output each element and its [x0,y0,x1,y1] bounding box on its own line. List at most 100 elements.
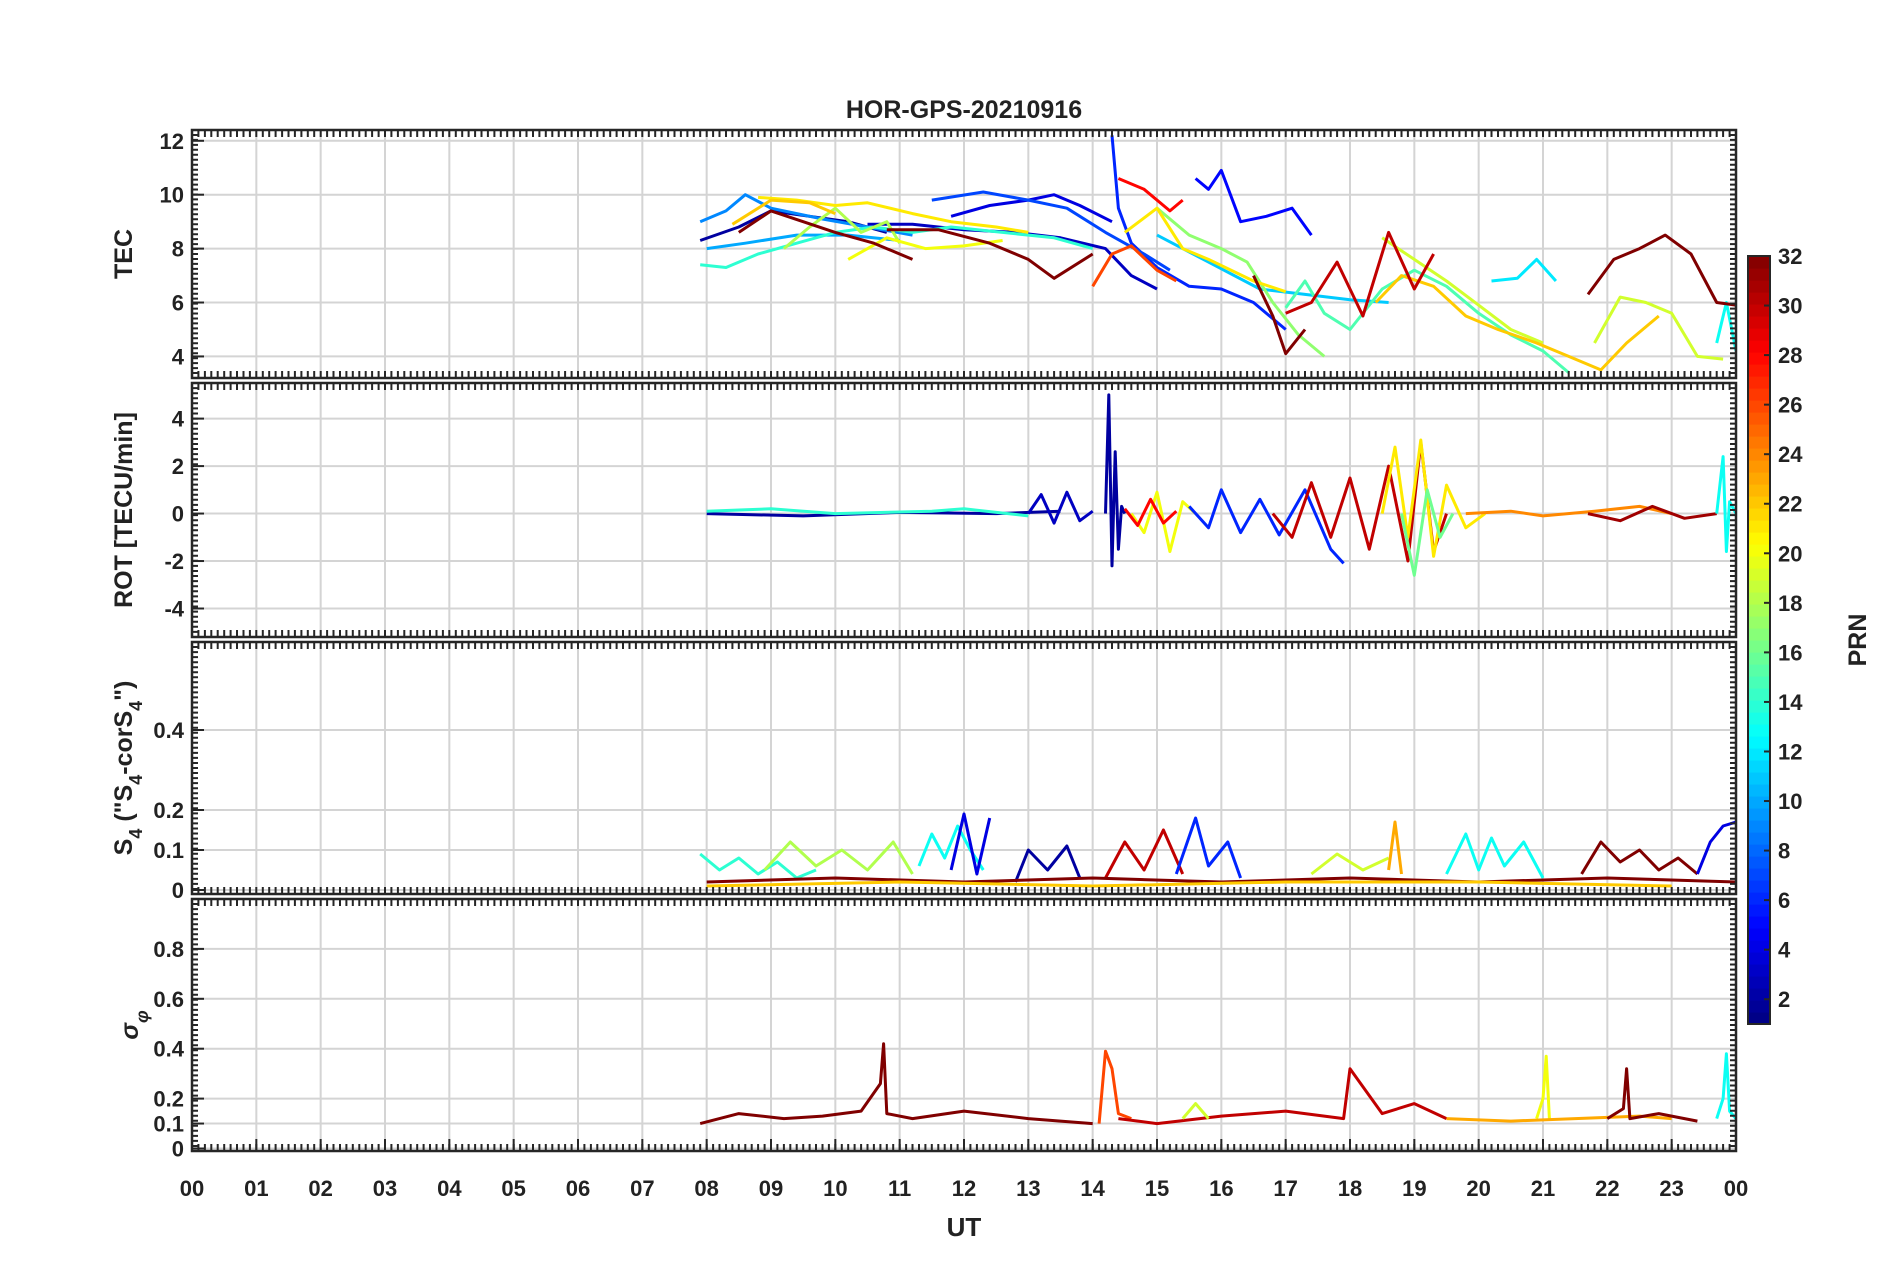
series-line-prn-19 [1181,1102,1210,1120]
x-tick-label: 21 [1531,1176,1555,1201]
colorbar-segment [1748,592,1770,605]
x-tick-label: 16 [1209,1176,1233,1201]
colorbar-segment [1748,436,1770,449]
y-tick-label: 0.6 [153,987,184,1012]
panel-2: -4 -2 0 2 4 ROT [TECU/min] [110,381,1738,639]
series-line-prn-16 [1400,488,1455,577]
series-line-prn-22 [731,198,836,226]
colorbar-segment [1748,676,1770,689]
y-tick-label: 0.2 [153,1087,184,1112]
colorbar-segment [1748,772,1770,785]
x-tick-label: 08 [694,1176,718,1201]
series-line-prn-32 [1580,840,1699,876]
series-line-prn-10 [706,233,900,251]
y-tick-label: 0 [172,878,184,903]
series-line-prn-7 [931,190,1171,272]
colorbar-tick-label: 14 [1778,690,1803,715]
colorbar-segment [1748,520,1770,533]
colorbar-tick-label: 6 [1778,888,1790,913]
series-line-prn-32 [1606,1067,1698,1123]
x-tick-label: 10 [823,1176,847,1201]
colorbar-tick-label: 24 [1778,442,1803,467]
y-axis-label: σφ [116,1010,152,1040]
series-line-prn-28 [1123,497,1178,527]
x-tick-label: 00 [180,1176,204,1201]
series-line-prn-18 [763,840,914,875]
series-line-prn-32 [1252,274,1307,356]
colorbar-tick-label: 10 [1778,789,1802,814]
colorbar-segment [1748,760,1770,773]
series-line-prn-4 [950,193,1113,224]
y-tick-label: -2 [164,549,184,574]
colorbar-tick-label: 8 [1778,839,1790,864]
x-tick-label: 15 [1145,1176,1169,1201]
series-line-prn-13 [1445,832,1545,879]
colorbar-segment [1748,424,1770,437]
x-tick-label: 17 [1273,1176,1297,1201]
series-line-prn-18 [782,206,901,250]
series-group [699,812,1736,888]
colorbar-segment [1748,532,1770,545]
series-line-prn-24 [1465,504,1673,518]
chart-title: HOR-GPS-20210916 [846,96,1082,124]
colorbar-tick-label: 28 [1778,343,1802,368]
colorbar-segment [1748,544,1770,557]
series-line-prn-26 [1091,244,1178,288]
y-tick-label: 10 [160,183,184,208]
colorbar-tick-label: 26 [1778,393,1802,418]
x-tick-label: 01 [244,1176,268,1201]
series-line-prn-32 [737,209,914,261]
series-line-prn-12 [1491,257,1558,283]
colorbar-segment [1748,892,1770,905]
y-tick-label: 0 [172,502,184,527]
x-tick-label: 02 [308,1176,332,1201]
x-tick-label: 06 [566,1176,590,1201]
plot-frame [190,640,1738,896]
colorbar-segment [1748,292,1770,305]
colorbar-segment [1748,652,1770,665]
colorbar-tick-label: 32 [1778,244,1802,269]
y-tick-label: 12 [160,129,184,154]
colorbar-segment [1748,400,1770,413]
series-line-prn-2 [1104,393,1127,568]
colorbar-segment [1748,736,1770,749]
series-line-prn-23 [1446,1114,1672,1123]
series-line-prn-20 [1535,1054,1551,1120]
y-tick-label: 8 [172,237,184,262]
colorbar-segment [1748,268,1770,281]
colorbar-segment [1748,844,1770,857]
colorbar-segment [1748,976,1770,989]
y-tick-label: 0.1 [153,838,184,863]
colorbar-tick-label: 20 [1778,541,1802,566]
x-tick-label: 19 [1402,1176,1426,1201]
x-tick-label: 12 [952,1176,976,1201]
colorbar-segment [1748,940,1770,953]
series-line-prn-15 [1284,268,1570,374]
x-tick-label: 05 [501,1176,525,1201]
colorbar-segment [1748,808,1770,821]
colorbar-segment [1748,904,1770,917]
series-line-prn-26 [1097,1049,1132,1124]
y-tick-label: 0 [172,1137,184,1162]
x-tick-label: 07 [630,1176,654,1201]
colorbar-segment [1748,316,1770,329]
series-group [706,393,1736,577]
colorbar-segment [1748,580,1770,593]
series-line-prn-3 [1027,490,1094,525]
colorbar-segment [1748,784,1770,797]
colorbar-tick-label: 18 [1778,591,1802,616]
series-line-prn-6 [1174,816,1243,879]
colorbar-segment [1748,928,1770,941]
colorbar-segment [1748,304,1770,317]
colorbar-tick-label: 30 [1778,294,1802,319]
colorbar-segment [1748,448,1770,461]
colorbar-segment [1748,712,1770,725]
series-group [699,1042,1736,1126]
x-tick-label: 18 [1338,1176,1362,1201]
series-line-prn-28 [1117,177,1184,213]
series-line-prn-30 [1104,828,1185,879]
colorbar-segment [1748,496,1770,509]
colorbar-tick-label: 12 [1778,739,1802,764]
plot-frame [190,381,1738,639]
